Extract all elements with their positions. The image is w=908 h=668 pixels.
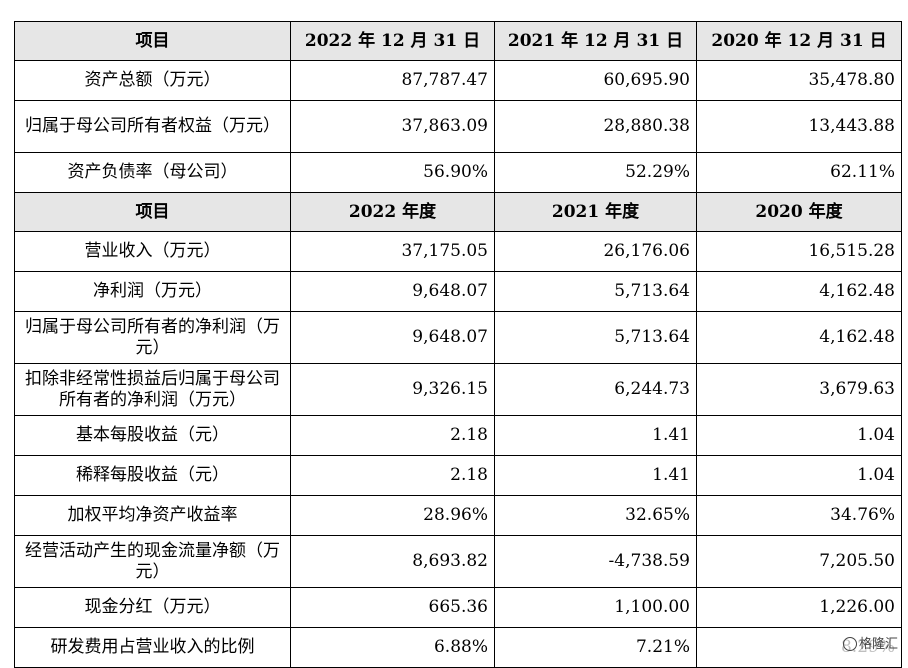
cell-value: 37,175.05: [290, 231, 495, 272]
header-cell-2022: 2022 年度: [290, 192, 495, 232]
cell-value: 9,326.15: [290, 363, 495, 416]
cell-value: 56.90%: [290, 152, 495, 193]
header-cell-item: 项目: [14, 192, 291, 232]
row-label-equity-attributable: 归属于母公司所有者权益（万元）: [14, 100, 291, 153]
cell-value: 28.96%: [290, 495, 495, 536]
header-row-annual: 项目 2022 年度 2021 年度 2020 年度: [14, 192, 902, 232]
cell-value: 1,100.00: [494, 587, 697, 628]
cell-value: 9,648.07: [290, 271, 495, 312]
table-row: 加权平均净资产收益率 28.96% 32.65% 34.76%: [14, 495, 902, 536]
cell-value: 1.04: [696, 455, 902, 496]
cell-value: 26,176.06: [494, 231, 697, 272]
cell-value: 4,162.48: [696, 271, 902, 312]
cell-value: 5,713.64: [494, 271, 697, 312]
financial-summary-table: 项目 2022 年 12 月 31 日 2021 年 12 月 31 日 202…: [14, 21, 902, 668]
cell-value: 6,244.73: [494, 363, 697, 416]
header-cell-2020-12-31: 2020 年 12 月 31 日: [696, 21, 902, 61]
row-label-cash-dividend: 现金分红（万元）: [14, 587, 291, 628]
cell-value: 5,713.64: [494, 311, 697, 364]
cell-value: 32.65%: [494, 495, 697, 536]
watermark: 格隆汇: [840, 633, 900, 652]
row-label-debt-ratio: 资产负债率（母公司）: [14, 152, 291, 193]
cell-value: 1.41: [494, 415, 697, 456]
table-row: 研发费用占营业收入的比例 6.88% 7.21% 8.29%: [14, 627, 902, 668]
table-row: 现金分红（万元） 665.36 1,100.00 1,226.00: [14, 587, 902, 628]
cell-value: 2.18: [290, 455, 495, 496]
cell-value: 60,695.90: [494, 60, 697, 101]
row-label-basic-eps: 基本每股收益（元）: [14, 415, 291, 456]
cell-value: 8,693.82: [290, 535, 495, 588]
row-label-operating-cash-flow: 经营活动产生的现金流量净额（万元）: [14, 535, 291, 588]
cell-value: 37,863.09: [290, 100, 495, 153]
cell-value: 7.21%: [494, 627, 697, 668]
cell-value: 2.18: [290, 415, 495, 456]
table-row: 扣除非经常性损益后归属于母公司所有者的净利润（万元） 9,326.15 6,24…: [14, 363, 902, 416]
table-row: 经营活动产生的现金流量净额（万元） 8,693.82 -4,738.59 7,2…: [14, 535, 902, 588]
cell-value: -4,738.59: [494, 535, 697, 588]
table-row: 归属于母公司所有者权益（万元） 37,863.09 28,880.38 13,4…: [14, 100, 902, 153]
header-cell-2020: 2020 年度: [696, 192, 902, 232]
row-label-weighted-roe: 加权平均净资产收益率: [14, 495, 291, 536]
row-label-revenue: 营业收入（万元）: [14, 231, 291, 272]
row-label-rd-ratio: 研发费用占营业收入的比例: [14, 627, 291, 668]
table-row: 资产负债率（母公司） 56.90% 52.29% 62.11%: [14, 152, 902, 193]
cell-value: 665.36: [290, 587, 495, 628]
cell-value: 35,478.80: [696, 60, 902, 101]
header-cell-2021: 2021 年度: [494, 192, 697, 232]
cell-value: 1,226.00: [696, 587, 902, 628]
cell-value: 28,880.38: [494, 100, 697, 153]
row-label-total-assets: 资产总额（万元）: [14, 60, 291, 101]
cell-value: 3,679.63: [696, 363, 902, 416]
cell-value: 34.76%: [696, 495, 902, 536]
brand-logo-icon: [842, 637, 857, 651]
row-label-net-profit-excl-nonrecurring: 扣除非经常性损益后归属于母公司所有者的净利润（万元）: [14, 363, 291, 416]
header-row-balance: 项目 2022 年 12 月 31 日 2021 年 12 月 31 日 202…: [14, 21, 902, 61]
row-label-net-profit-attributable: 归属于母公司所有者的净利润（万元）: [14, 311, 291, 364]
table-row: 净利润（万元） 9,648.07 5,713.64 4,162.48: [14, 271, 902, 312]
row-label-net-profit: 净利润（万元）: [14, 271, 291, 312]
cell-value: 62.11%: [696, 152, 902, 193]
cell-value: 9,648.07: [290, 311, 495, 364]
cell-value: 52.29%: [494, 152, 697, 193]
cell-value: 13,443.88: [696, 100, 902, 153]
watermark-text: 格隆汇: [858, 637, 898, 652]
table-row: 营业收入（万元） 37,175.05 26,176.06 16,515.28: [14, 231, 902, 272]
cell-value: 4,162.48: [696, 311, 902, 364]
header-cell-2022-12-31: 2022 年 12 月 31 日: [290, 21, 495, 61]
cell-value: 1.04: [696, 415, 902, 456]
row-label-diluted-eps: 稀释每股收益（元）: [14, 455, 291, 496]
cell-value: 87,787.47: [290, 60, 495, 101]
table-row: 资产总额（万元） 87,787.47 60,695.90 35,478.80: [14, 60, 902, 101]
table-row: 稀释每股收益（元） 2.18 1.41 1.04: [14, 455, 902, 496]
cell-value: 7,205.50: [696, 535, 902, 588]
cell-value: 16,515.28: [696, 231, 902, 272]
table-row: 归属于母公司所有者的净利润（万元） 9,648.07 5,713.64 4,16…: [14, 311, 902, 364]
table-row: 基本每股收益（元） 2.18 1.41 1.04: [14, 415, 902, 456]
cell-value: 1.41: [494, 455, 697, 496]
header-cell-2021-12-31: 2021 年 12 月 31 日: [494, 21, 697, 61]
header-cell-item: 项目: [14, 21, 291, 61]
cell-value: 6.88%: [290, 627, 495, 668]
financial-summary-table-container: 项目 2022 年 12 月 31 日 2021 年 12 月 31 日 202…: [14, 21, 902, 668]
